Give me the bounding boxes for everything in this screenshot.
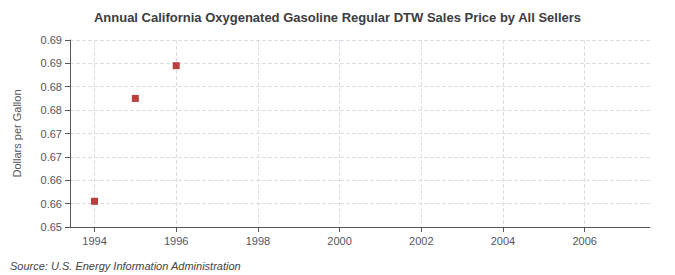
svg-text:2002: 2002	[409, 235, 433, 247]
svg-text:1994: 1994	[82, 235, 106, 247]
svg-text:0.67: 0.67	[41, 151, 62, 163]
svg-text:0.68: 0.68	[41, 81, 62, 93]
svg-text:1998: 1998	[246, 235, 270, 247]
svg-text:2000: 2000	[327, 235, 351, 247]
svg-text:Dollars per Gallon: Dollars per Gallon	[11, 89, 23, 177]
svg-text:0.68: 0.68	[41, 104, 62, 116]
svg-text:2006: 2006	[572, 235, 596, 247]
svg-text:Annual California Oxygenated G: Annual California Oxygenated Gasoline Re…	[94, 10, 581, 25]
svg-text:Source: U.S. Energy Informatio: Source: U.S. Energy Information Administ…	[10, 260, 241, 272]
svg-text:0.67: 0.67	[41, 128, 62, 140]
svg-text:1996: 1996	[164, 235, 188, 247]
svg-text:0.66: 0.66	[41, 198, 62, 210]
svg-text:0.69: 0.69	[41, 34, 62, 46]
svg-text:0.66: 0.66	[41, 174, 62, 186]
svg-text:2004: 2004	[491, 235, 515, 247]
svg-text:0.65: 0.65	[41, 221, 62, 233]
svg-text:0.69: 0.69	[41, 57, 62, 69]
